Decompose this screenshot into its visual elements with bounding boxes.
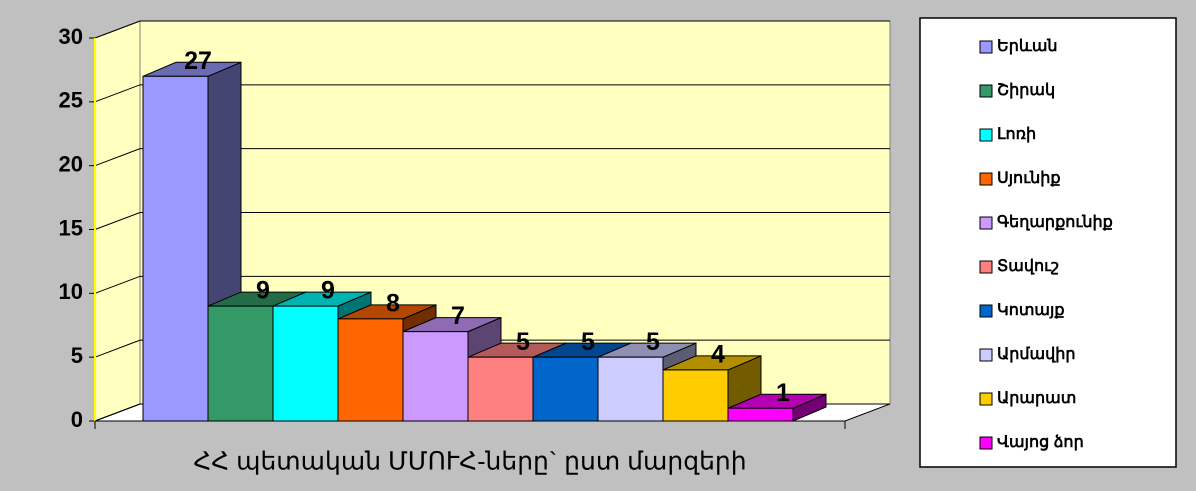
legend-label: Կոտայք: [997, 302, 1065, 319]
bar: [142, 75, 209, 422]
bar: [272, 305, 339, 422]
data-label: 9: [321, 277, 335, 305]
y-tick-label: 0: [71, 407, 83, 432]
legend-swatch: [979, 260, 993, 274]
legend-swatch: [979, 392, 993, 406]
legend-label: Երևան: [997, 38, 1058, 55]
y-tick-label: 15: [59, 215, 83, 240]
legend: [919, 17, 1177, 468]
legend-swatch: [979, 84, 993, 98]
bar: [207, 305, 274, 422]
legend-swatch: [979, 128, 993, 142]
grid-line: [94, 212, 890, 230]
data-label: 9: [256, 277, 270, 305]
x-tick-label: ՀՀ պետական ՄՄՈՒՀ-ները` ըստ մարզերի: [193, 448, 746, 476]
legend-swatch: [979, 436, 993, 450]
y-tick-label: 30: [59, 24, 83, 49]
y-tick-label: 20: [59, 151, 83, 176]
data-label: 27: [184, 47, 212, 75]
bar: [337, 318, 404, 422]
bar: [467, 356, 534, 422]
bar: [727, 407, 794, 422]
legend-swatch: [979, 172, 993, 186]
legend-label: Սյունիք: [997, 170, 1061, 187]
legend-label: Արարատ: [997, 390, 1076, 407]
y-tick-label: 25: [59, 88, 83, 113]
data-label: 4: [711, 341, 725, 369]
grid-line: [94, 339, 890, 358]
legend-label: Վայոց ձոր: [997, 434, 1084, 451]
bar: [402, 331, 469, 422]
legend-swatch: [979, 348, 993, 362]
grid-line: [94, 84, 890, 103]
y-tick-label: 10: [59, 279, 83, 304]
legend-swatch: [979, 304, 993, 318]
legend-label: Տավուշ: [997, 258, 1059, 275]
legend-label: Գեղարքունիք: [997, 214, 1113, 231]
data-label: 7: [451, 302, 465, 330]
grid-line: [94, 275, 890, 294]
legend-label: Արմավիր: [997, 346, 1076, 363]
data-label: 1: [776, 379, 790, 407]
y-tick-label: 5: [71, 343, 83, 368]
bar: [662, 369, 729, 422]
data-label: 5: [646, 328, 660, 356]
data-label: 5: [581, 328, 595, 356]
legend-swatch: [979, 216, 993, 230]
legend-swatch: [979, 40, 993, 54]
grid-line: [94, 148, 890, 167]
bar: [532, 356, 599, 422]
legend-label: Լոռի: [997, 126, 1036, 143]
legend-label: Շիրակ: [997, 82, 1055, 99]
bar: [597, 356, 664, 422]
data-label: 8: [386, 289, 400, 317]
grid-line: [94, 20, 890, 39]
data-label: 5: [516, 328, 530, 356]
